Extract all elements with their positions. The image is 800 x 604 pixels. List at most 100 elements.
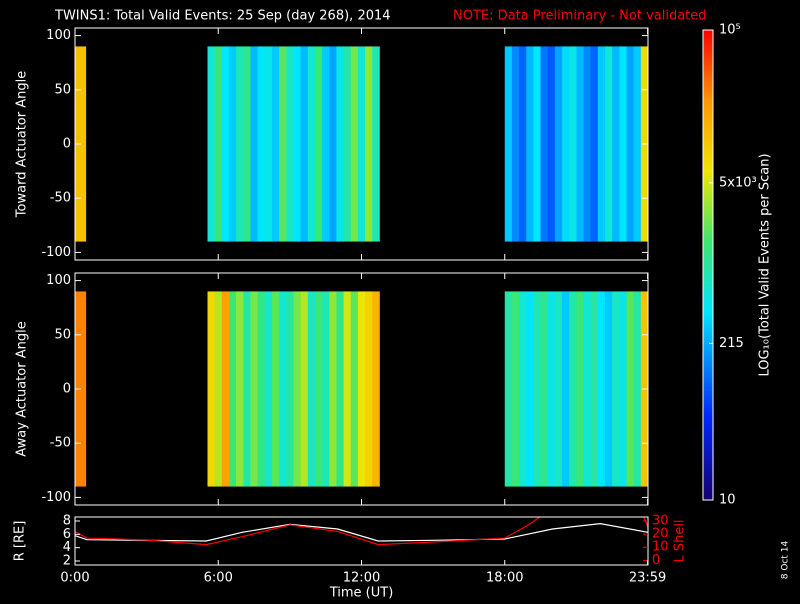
colorbar-tick-label: 10 [719,493,736,508]
heatmap-cell [336,46,344,242]
heatmap-cell [590,46,599,242]
y-axis-label: R [RE] [13,521,28,562]
heatmap-cell [605,46,613,242]
heatmap-cell [293,291,302,487]
heatmap-cell [590,291,599,487]
x-tick-label: 6:00 [204,571,233,586]
heatmap-cell [357,46,366,242]
x-tick-label: 0:00 [60,571,89,586]
heatmap-cell [221,291,230,487]
heatmap-cell [372,291,380,487]
colorbar-tick-label: 10⁵ [719,23,741,38]
heatmap-cell [504,291,513,487]
y2-tick-label: 30 [652,513,669,528]
colorbar-tick-label: 5x10³ [719,175,757,190]
x-tick-label: 18:00 [486,571,523,586]
heatmap-cell [576,46,584,242]
heatmap-cell [626,46,635,242]
heatmap-cell [300,46,309,242]
y-tick-label: 0 [63,382,71,397]
heatmap-cell [214,46,223,242]
heatmap-cell [307,291,316,487]
y-tick-label: 50 [54,82,71,97]
colorbar-label: LOG₁₀(Total Valid Events per Scan) [758,153,773,376]
heatmap-cell [540,46,549,242]
heatmap-cell [633,46,642,242]
y2-tick-label: 10 [652,540,669,555]
heatmap-cell [619,46,627,242]
heatmap-cell [597,291,606,487]
heatmap-cell [547,291,556,487]
y-tick-label: 4 [63,540,71,555]
heatmap-cell [576,291,584,487]
heatmap-cell [250,291,259,487]
heatmap-cell [526,291,534,487]
y-tick-label: 50 [54,327,71,342]
x-tick-label: 12:00 [343,571,380,586]
colorbar [702,29,714,501]
heatmap-cell [633,291,642,487]
y2-tick-label: 0 [652,553,660,568]
heatmap-cell [214,291,223,487]
y-axis-label: Away Actuator Angle [15,321,30,456]
heatmap-cell [562,46,570,242]
heatmap-cell [343,46,352,242]
heatmap-cell [365,46,373,242]
heatmap-cell [626,291,635,487]
heatmap-cell [271,291,280,487]
heatmap-cell [322,291,330,487]
title: TWINS1: Total Valid Events: 25 Sep (day … [54,9,391,24]
heatmap-cell [236,291,244,487]
heatmap-cell [372,46,380,242]
heatmap-cell [243,291,251,487]
heatmap-cell [519,291,527,487]
y-tick-label: 0 [63,137,71,152]
y-tick-label: 100 [46,28,71,43]
heatmap-cell [257,46,266,242]
heatmap-cell [365,291,373,487]
heatmap-cell [250,46,259,242]
heatmap-cell [322,46,330,242]
heatmap-cell [350,291,359,487]
heatmap-cell [279,291,287,487]
heatmap-cell [329,46,337,242]
heatmap-cell [350,46,359,242]
y-tick-label: 100 [46,273,71,288]
y-tick-label: 8 [63,514,71,529]
heatmap-cell [264,291,273,487]
y-tick-label: -50 [50,436,71,451]
date-stamp: 8 Oct 14 [781,540,791,579]
heatmap-cell [336,291,344,487]
heatmap-cell [605,291,613,487]
heatmap-cell [293,46,302,242]
heatmap-cell [583,291,592,487]
heatmap-cell [511,291,520,487]
y2-tick-label: 20 [652,527,669,542]
heatmap-cell [343,291,352,487]
heatmap-cell [286,46,294,242]
heatmap-cell [264,46,273,242]
heatmap-cell [207,46,216,242]
heatmap-cell [619,291,627,487]
heatmap-cell [286,291,294,487]
line-series [75,517,648,546]
heatmap-cell [279,46,287,242]
x-tick-label: 23:59 [629,571,666,586]
heatmap-cell [228,46,237,242]
y-tick-label: -100 [41,245,71,260]
heatmap-cell [583,46,592,242]
y-axis-label: Toward Actuator Angle [15,71,30,218]
heatmap-cell [228,291,237,487]
y2-axis-label: L Shell [673,519,688,562]
heatmap-cell [307,46,316,242]
heatmap-cell [271,46,280,242]
heatmap-cell [257,291,266,487]
y-tick-label: -50 [50,191,71,206]
heatmap-cell [533,291,541,487]
heatmap-cell [243,46,251,242]
heatmap-cell [300,291,309,487]
heatmap-cell [511,46,520,242]
heatmap-cell [547,46,556,242]
